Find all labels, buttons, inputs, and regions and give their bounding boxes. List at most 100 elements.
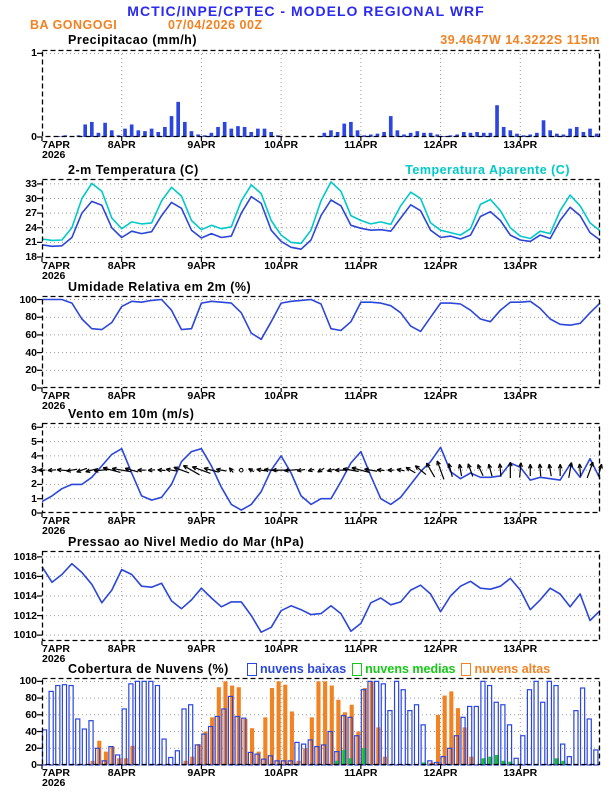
temperature-ytick-label: 18 xyxy=(25,251,37,264)
clouds-series-nuvens-altas xyxy=(90,681,474,765)
humidity-xtick-label: 10APR xyxy=(264,390,299,402)
clouds-xtick-label: 7APR xyxy=(42,767,71,779)
humidity-ytick-label: 0 xyxy=(31,382,37,394)
precipitation-ytick-label: 1 xyxy=(31,47,37,60)
temperature-xtick-label: 13APR xyxy=(503,260,538,272)
precipitation-xtick-label: 9APR xyxy=(187,139,216,151)
wind-series-velocidade-do-vento xyxy=(41,446,601,511)
wind-year-label: 2026 xyxy=(42,525,66,537)
humidity-ytick-label: 60 xyxy=(25,328,37,341)
pressure-xtick-label: 7APR xyxy=(42,643,71,655)
temperature-ytick-label: 24 xyxy=(25,221,37,234)
precipitation-xtick-label: 7APR xyxy=(42,139,71,151)
wind-ytick-label: 0 xyxy=(31,507,37,519)
precipitation-xtick-label: 13APR xyxy=(503,139,538,151)
clouds-ytick-label: 80 xyxy=(25,692,37,705)
run-datetime-label: 07/04/2026 00Z xyxy=(168,18,263,32)
wind-ytick-label: 6 xyxy=(31,421,37,434)
wind-xtick-label: 8APR xyxy=(107,515,136,527)
pressure-xtick-label: 9APR xyxy=(187,643,216,655)
temperature-ytick-label: 33 xyxy=(25,177,37,190)
wind-xtick-label: 7APR xyxy=(42,515,71,527)
clouds-ytick-label: 60 xyxy=(25,708,37,721)
humidity-xtick-label: 11APR xyxy=(344,390,378,402)
wind-ytick-label: 1 xyxy=(31,492,37,505)
temperature-title: 2-m Temperatura (C) xyxy=(68,163,199,177)
temperature-chart xyxy=(37,178,601,262)
humidity-ytick-label: 100 xyxy=(19,293,37,306)
precipitation-xtick-label: 8APR xyxy=(107,139,136,151)
temperature-series-2-m-Temperatura-(C) xyxy=(41,195,601,250)
temperature-secondary-title: Temperatura Aparente (C) xyxy=(405,163,570,177)
wind-chart xyxy=(37,422,603,517)
temperature-series-Temperatura-Aparente-(C) xyxy=(41,181,601,245)
clouds-legend: nuvens baixas nuvens medias nuvens altas xyxy=(247,662,550,676)
legend-item-nuvens-baixas: nuvens baixas xyxy=(247,662,346,676)
pressure-xtick-label: 10APR xyxy=(264,643,299,655)
legend-swatch-icon xyxy=(461,662,472,676)
temperature-xtick-label: 11APR xyxy=(344,260,378,272)
pressure-year-label: 2026 xyxy=(42,653,66,665)
precipitation-chart xyxy=(37,49,601,141)
legend-item-nuvens-altas: nuvens altas xyxy=(461,662,550,676)
clouds-xtick-label: 9APR xyxy=(187,767,216,779)
precipitation-xtick-label: 10APR xyxy=(264,139,299,151)
legend-item-nuvens-medias: nuvens medias xyxy=(352,662,455,676)
wind-direction-arrows xyxy=(38,460,603,480)
clouds-series-nuvens-medias xyxy=(335,748,566,765)
wind-ytick-label: 3 xyxy=(31,464,37,477)
pressure-chart xyxy=(37,550,601,645)
wind-ytick-label: 5 xyxy=(31,435,37,448)
humidity-ytick-label: 40 xyxy=(25,346,37,359)
legend-swatch-icon xyxy=(247,662,257,676)
page-title: MCTIC/INPE/CPTEC - MODELO REGIONAL WRF xyxy=(127,3,485,19)
clouds-xtick-label: 11APR xyxy=(344,767,378,779)
clouds-ytick-label: 20 xyxy=(25,742,37,755)
station-label: BA GONGOGI xyxy=(30,18,118,32)
clouds-ytick-label: 100 xyxy=(19,675,37,688)
humidity-xtick-label: 13APR xyxy=(503,390,538,402)
wind-ytick-label: 4 xyxy=(31,449,37,462)
pressure-xtick-label: 8APR xyxy=(107,643,136,655)
humidity-series-umidade-relativa xyxy=(42,298,601,341)
humidity-chart xyxy=(37,295,601,392)
precipitation-location-label: 39.4647W 14.3222S 115m xyxy=(440,33,600,47)
temperature-xtick-label: 12APR xyxy=(423,260,458,272)
wind-xtick-label: 9APR xyxy=(187,515,216,527)
clouds-xtick-label: 13APR xyxy=(503,767,538,779)
temperature-xtick-label: 10APR xyxy=(264,260,299,272)
precipitation-series-precipitacao xyxy=(56,101,599,137)
legend-label: nuvens medias xyxy=(365,662,456,676)
pressure-title: Pressao ao Nivel Medio do Mar (hPa) xyxy=(68,535,305,549)
humidity-ytick-label: 20 xyxy=(25,364,37,377)
wind-xtick-label: 12APR xyxy=(423,515,458,527)
humidity-year-label: 2026 xyxy=(42,400,66,412)
clouds-ytick-label: 40 xyxy=(25,725,37,738)
wind-xtick-label: 10APR xyxy=(264,515,299,527)
pressure-series-pressao xyxy=(41,562,601,633)
pressure-xtick-label: 12APR xyxy=(423,643,458,655)
humidity-xtick-label: 12APR xyxy=(423,390,458,402)
clouds-year-label: 2026 xyxy=(42,777,66,789)
legend-swatch-icon xyxy=(352,662,363,676)
precipitation-xtick-label: 12APR xyxy=(423,139,458,151)
temperature-year-label: 2026 xyxy=(42,270,66,282)
pressure-ytick-label: 1018 xyxy=(13,550,37,563)
temperature-xtick-label: 9APR xyxy=(187,260,216,272)
wind-xtick-label: 13APR xyxy=(503,515,538,527)
temperature-ytick-label: 30 xyxy=(25,192,37,205)
temperature-ytick-label: 21 xyxy=(25,236,37,249)
pressure-ytick-label: 1012 xyxy=(13,609,37,622)
humidity-xtick-label: 7APR xyxy=(42,390,71,402)
wind-title: Vento em 10m (m/s) xyxy=(68,407,195,421)
clouds-xtick-label: 12APR xyxy=(423,767,458,779)
precipitation-year-label: 2026 xyxy=(42,149,66,161)
pressure-xtick-label: 13APR xyxy=(503,643,538,655)
clouds-xtick-label: 10APR xyxy=(264,767,299,779)
temperature-ytick-label: 27 xyxy=(25,207,37,220)
clouds-title: Cobertura de Nuvens (%) xyxy=(68,662,229,676)
clouds-ytick-label: 0 xyxy=(31,759,37,771)
precipitation-ytick-label: 0 xyxy=(31,131,37,143)
wind-xtick-label: 11APR xyxy=(344,515,378,527)
legend-label: nuvens altas xyxy=(474,662,551,676)
